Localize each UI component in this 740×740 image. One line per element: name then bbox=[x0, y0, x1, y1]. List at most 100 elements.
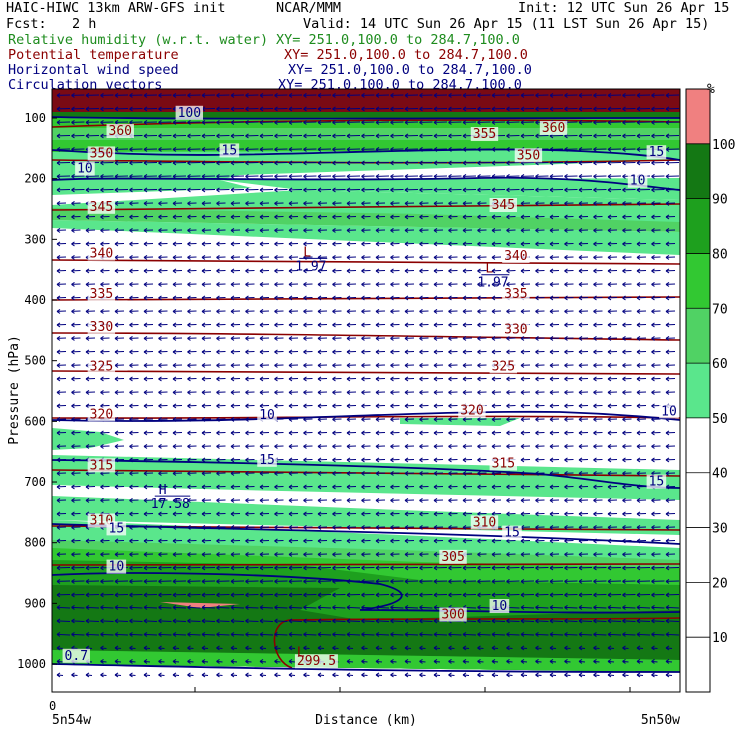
wind-vector-head bbox=[593, 551, 597, 557]
wind-vector-head bbox=[245, 281, 249, 287]
colorbar-bin bbox=[686, 308, 710, 364]
theta-contour-label: 340 bbox=[504, 249, 527, 264]
wind-vector-head bbox=[56, 484, 61, 490]
wind-vector-head bbox=[56, 200, 61, 206]
wind-vector-head bbox=[535, 484, 539, 490]
wind-vector-head bbox=[288, 389, 293, 395]
wind-vector-head bbox=[288, 322, 293, 328]
wind-vector-head bbox=[535, 268, 539, 274]
wind-vector-head bbox=[361, 146, 365, 152]
wind-vector-head bbox=[317, 335, 322, 341]
wind-vector-head bbox=[520, 658, 525, 664]
wind-vector-head bbox=[419, 322, 423, 328]
wind-vector-head bbox=[216, 484, 220, 490]
wind-vector-head bbox=[114, 389, 119, 395]
wind-vector-head bbox=[85, 335, 90, 341]
wind-vector-head bbox=[114, 470, 119, 476]
wind-vector-head bbox=[114, 578, 119, 584]
y-tick-label: 500 bbox=[24, 354, 46, 368]
wind-vector-head bbox=[520, 631, 525, 637]
wind-vector-head bbox=[651, 160, 655, 166]
wind-vector-head bbox=[578, 335, 583, 341]
wind-vector-head bbox=[593, 322, 597, 328]
wind-vector-head bbox=[651, 133, 655, 139]
wind-vector-head bbox=[245, 578, 249, 584]
label-backdrop bbox=[87, 287, 116, 302]
wind-vector-head bbox=[332, 146, 336, 152]
wind-vector-head bbox=[114, 551, 119, 557]
wind-vector-head bbox=[129, 497, 133, 503]
speed-contour-label: 10 bbox=[259, 408, 275, 423]
wind-vector-head bbox=[288, 295, 293, 301]
wind-vector-head bbox=[404, 241, 409, 247]
wind-vector-head bbox=[216, 295, 220, 301]
wind-vector-head bbox=[665, 658, 670, 664]
wind-vector-head bbox=[346, 578, 351, 584]
wind-vector-head bbox=[651, 524, 655, 530]
wind-vector-head bbox=[216, 200, 220, 206]
wind-vector-head bbox=[288, 173, 293, 179]
wind-vector-head bbox=[665, 119, 670, 125]
wind-vector bbox=[216, 633, 230, 636]
wind-vector-head bbox=[71, 106, 75, 112]
wind-vector-head bbox=[114, 268, 119, 274]
wind-vector-head bbox=[129, 484, 133, 490]
wind-vector bbox=[506, 633, 520, 636]
wind-vector-head bbox=[419, 631, 423, 637]
wind-vector-head bbox=[346, 538, 351, 544]
colorbar-bin bbox=[686, 198, 710, 254]
wind-vector bbox=[390, 606, 404, 609]
wind-vector-head bbox=[187, 160, 191, 166]
wind-vector-head bbox=[114, 349, 119, 355]
wind-vector-head bbox=[506, 511, 510, 517]
wind-vector-head bbox=[549, 241, 554, 247]
wind-vector-head bbox=[622, 173, 626, 179]
wind-vector-head bbox=[143, 227, 148, 233]
wind-vector-head bbox=[665, 645, 670, 651]
wind-vector-head bbox=[462, 672, 467, 678]
label-backdrop bbox=[87, 407, 116, 422]
wind-vector-head bbox=[71, 389, 75, 395]
wind-vector-head bbox=[607, 592, 612, 598]
wind-vector-head bbox=[651, 578, 655, 584]
wind-vector-head bbox=[506, 268, 510, 274]
wind-vector-head bbox=[216, 187, 220, 193]
wind-vector-head bbox=[332, 631, 336, 637]
wind-vector-head bbox=[636, 227, 641, 233]
wind-vector-head bbox=[143, 119, 148, 125]
label-backdrop bbox=[62, 648, 90, 663]
wind-vector-head bbox=[216, 592, 220, 598]
wind-vector-head bbox=[593, 604, 597, 610]
wind-vector-head bbox=[419, 443, 423, 449]
wind-vector-head bbox=[332, 187, 336, 193]
wind-vector-head bbox=[114, 92, 119, 98]
wind-vector-head bbox=[317, 362, 322, 368]
wind-vector-head bbox=[665, 631, 670, 637]
wind-vector-head bbox=[100, 484, 104, 490]
wind-vector-head bbox=[317, 403, 322, 409]
wind-vector-head bbox=[506, 416, 510, 422]
wind-vector-head bbox=[187, 618, 191, 624]
wind-vector-head bbox=[71, 376, 75, 382]
wind-vector bbox=[332, 633, 346, 636]
wind-vector-head bbox=[419, 173, 423, 179]
wind-vector-head bbox=[56, 416, 61, 422]
wind-vector-head bbox=[578, 604, 583, 610]
wind-vector-head bbox=[651, 443, 655, 449]
wind-vector-head bbox=[129, 618, 133, 624]
wind-vector-head bbox=[346, 295, 351, 301]
wind-vector-head bbox=[187, 92, 191, 98]
wind-vector-head bbox=[158, 457, 162, 463]
wind-vector-head bbox=[346, 672, 351, 678]
wind-vector-head bbox=[100, 173, 104, 179]
wind-vector-head bbox=[448, 376, 452, 382]
label-backdrop bbox=[439, 549, 467, 564]
wind-vector-head bbox=[665, 335, 670, 341]
wind-vector-head bbox=[187, 578, 191, 584]
wind-vector-head bbox=[622, 106, 626, 112]
wind-vector-head bbox=[303, 146, 307, 152]
wind-vector-head bbox=[201, 92, 206, 98]
wind-vector-head bbox=[303, 349, 307, 355]
wind-vector-head bbox=[346, 254, 351, 260]
wind-vector-head bbox=[71, 241, 75, 247]
